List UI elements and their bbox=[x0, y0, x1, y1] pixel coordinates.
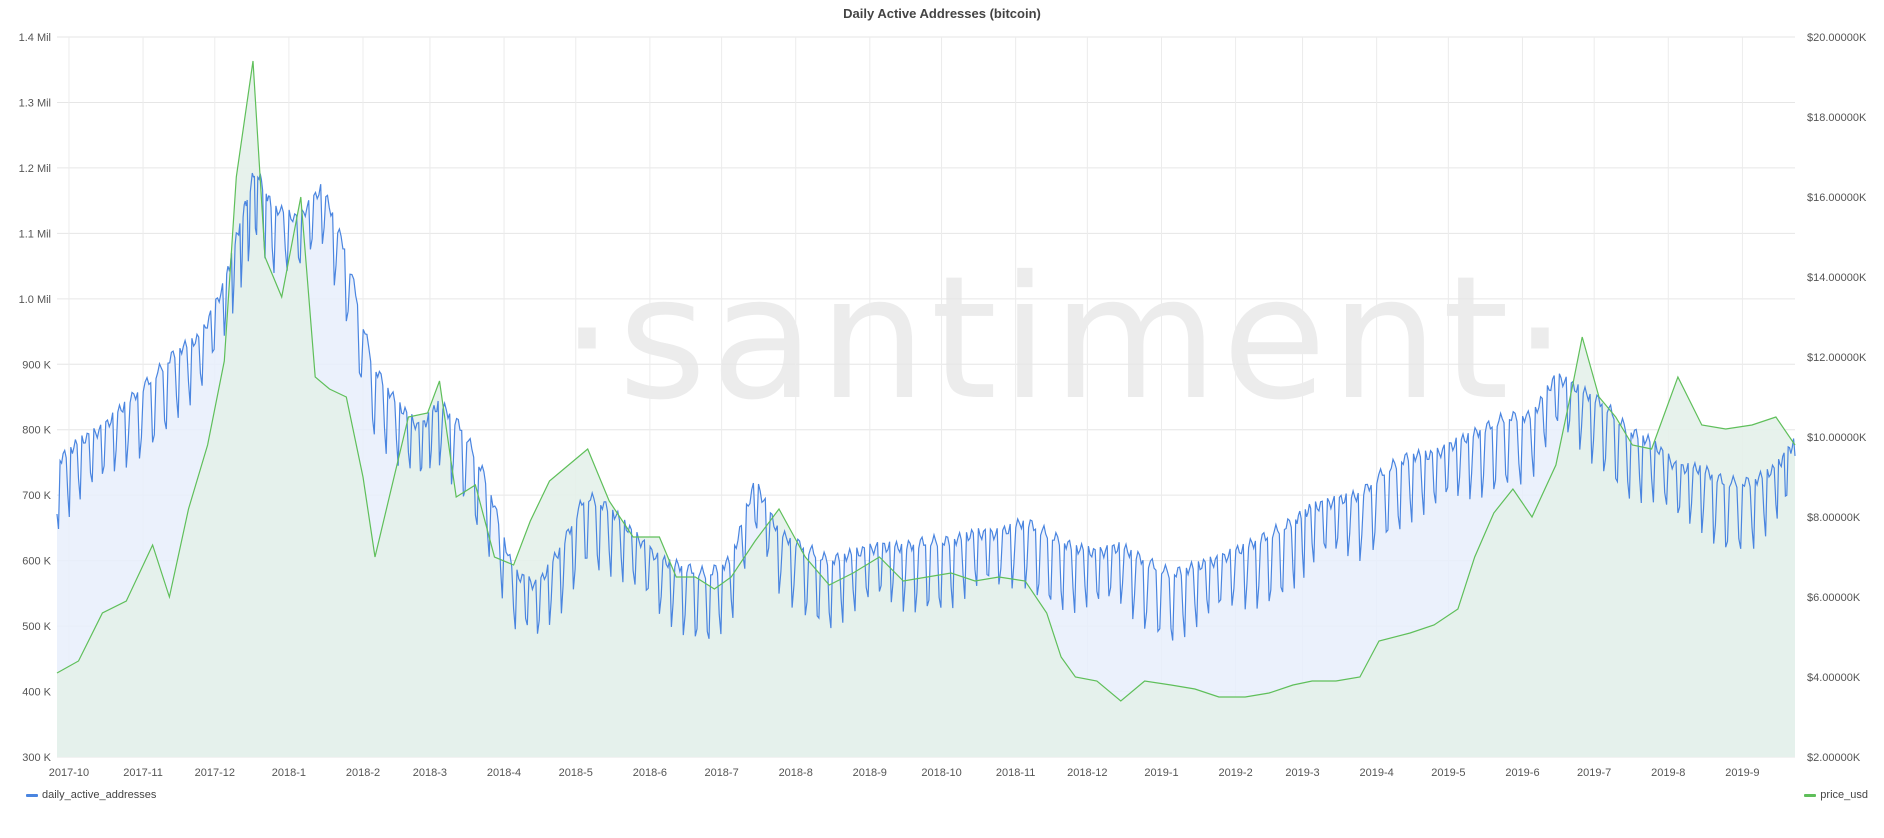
legend-label: price_usd bbox=[1820, 789, 1868, 801]
y-left-tick-label: 1.3 Mil bbox=[19, 97, 51, 109]
y-right-tick-label: $14.00000K bbox=[1807, 272, 1867, 284]
x-tick-label: 2017-11 bbox=[123, 767, 163, 779]
y-axis-left-ticks: 300 K 400 K 500 K 600 K 700 K 800 K 900 K 1.0 M… bbox=[19, 32, 52, 764]
y-right-tick-label: $8.00000K bbox=[1807, 512, 1861, 524]
line-price_usd bbox=[56, 60, 1796, 702]
santiment-watermark: ·santiment· bbox=[560, 240, 1572, 438]
y-left-tick-label: 900 K bbox=[22, 359, 51, 371]
y-left-tick-label: 1.4 Mil bbox=[19, 32, 51, 44]
series-fills bbox=[57, 61, 1795, 758]
y-right-tick-label: $18.00000K bbox=[1807, 112, 1867, 124]
legend-swatch bbox=[26, 793, 38, 797]
x-tick-label: 2019-9 bbox=[1725, 767, 1759, 779]
x-tick-label: 2018-3 bbox=[413, 767, 447, 779]
x-tick-label: 2018-10 bbox=[921, 767, 961, 779]
area-price_usd bbox=[57, 61, 1795, 757]
x-tick-label: 2019-6 bbox=[1505, 767, 1539, 779]
x-tick-label: 2018-7 bbox=[704, 767, 738, 779]
y-left-tick-label: 700 K bbox=[22, 490, 51, 502]
y-right-tick-label: $2.00000K bbox=[1807, 752, 1861, 764]
y-left-tick-label: 1.0 Mil bbox=[19, 294, 51, 306]
y-axis-right-ticks: $2.00000K $4.00000K $6.00000K $8.00000K $10.… bbox=[1807, 32, 1867, 764]
x-tick-label: 2018-12 bbox=[1067, 767, 1107, 779]
x-tick-label: 2019-4 bbox=[1360, 767, 1394, 779]
legend-item-price-usd[interactable]: price_usd bbox=[1804, 789, 1868, 801]
line-daily_active_addresses bbox=[56, 172, 1796, 641]
x-axis-ticks: 2017-10 2017-11 2017-12 2018-1 2018-2 2018-3 2… bbox=[49, 767, 1760, 779]
y-right-tick-label: $12.00000K bbox=[1807, 352, 1867, 364]
x-tick-label: 2018-11 bbox=[996, 767, 1036, 779]
y-right-tick-label: $20.00000K bbox=[1807, 32, 1867, 44]
y-left-tick-label: 300 K bbox=[22, 752, 51, 764]
x-tick-label: 2018-9 bbox=[853, 767, 887, 779]
y-right-tick-label: $6.00000K bbox=[1807, 592, 1861, 604]
legend-swatch bbox=[1804, 793, 1817, 797]
y-right-tick-label: $10.00000K bbox=[1807, 432, 1867, 444]
y-right-tick-label: $4.00000K bbox=[1807, 672, 1861, 684]
x-tick-label: 2019-3 bbox=[1285, 767, 1319, 779]
x-tick-label: 2017-12 bbox=[195, 767, 235, 779]
x-tick-label: 2018-8 bbox=[779, 767, 813, 779]
x-tick-label: 2018-6 bbox=[633, 767, 667, 779]
y-left-tick-label: 400 K bbox=[22, 687, 51, 699]
x-tick-label: 2019-7 bbox=[1577, 767, 1611, 779]
legend-item-daily-active-addresses[interactable]: daily_active_addresses bbox=[26, 789, 156, 801]
legend-label: daily_active_addresses bbox=[42, 789, 157, 801]
x-tick-label: 2019-1 bbox=[1144, 767, 1178, 779]
x-tick-label: 2019-2 bbox=[1218, 767, 1252, 779]
x-tick-label: 2018-2 bbox=[346, 767, 380, 779]
x-tick-label: 2018-1 bbox=[272, 767, 306, 779]
x-tick-label: 2018-4 bbox=[487, 767, 521, 779]
x-tick-label: 2017-10 bbox=[49, 767, 89, 779]
series-lines bbox=[56, 60, 1796, 702]
y-left-tick-label: 1.1 Mil bbox=[19, 228, 51, 240]
y-left-tick-label: 1.2 Mil bbox=[19, 163, 51, 175]
x-tick-label: 2019-5 bbox=[1431, 767, 1465, 779]
y-left-tick-label: 600 K bbox=[22, 556, 51, 568]
y-left-tick-label: 800 K bbox=[22, 425, 51, 437]
x-tick-label: 2019-8 bbox=[1651, 767, 1685, 779]
x-tick-label: 2018-5 bbox=[559, 767, 593, 779]
y-right-tick-label: $16.00000K bbox=[1807, 192, 1867, 204]
y-left-tick-label: 500 K bbox=[22, 621, 51, 633]
chart-title: Daily Active Addresses (bitcoin) bbox=[843, 6, 1041, 21]
